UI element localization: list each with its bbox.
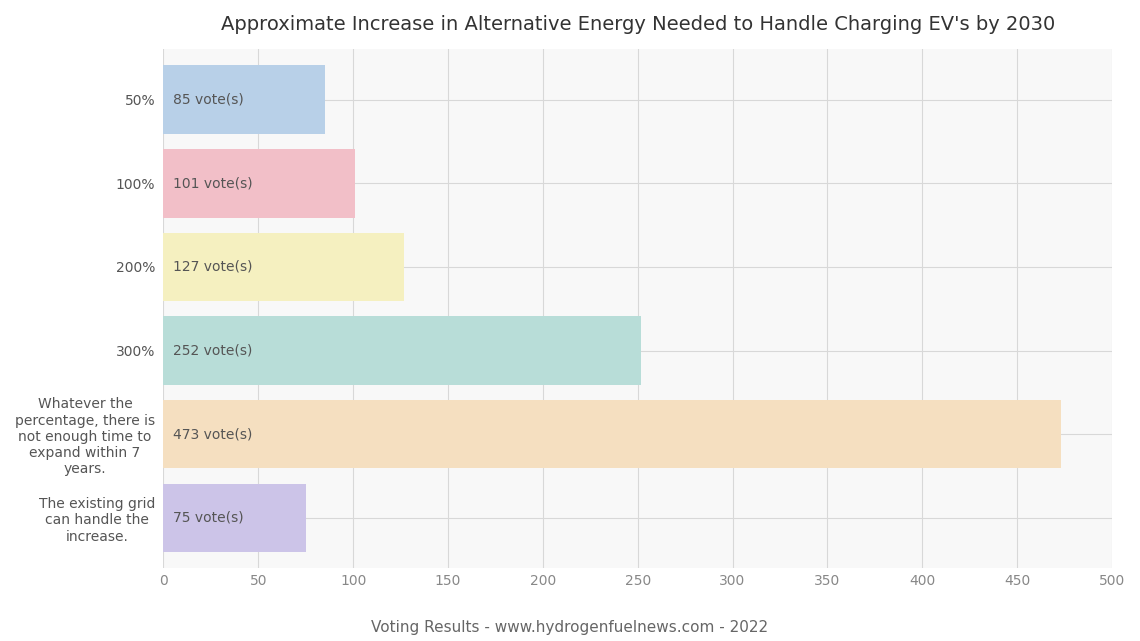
Text: 252 vote(s): 252 vote(s)	[173, 344, 252, 358]
Bar	[163, 316, 642, 385]
Bar	[163, 483, 306, 552]
Text: 85 vote(s): 85 vote(s)	[173, 93, 244, 106]
Text: Voting Results - www.hydrogenfuelnews.com - 2022: Voting Results - www.hydrogenfuelnews.co…	[372, 620, 768, 635]
Text: 473 vote(s): 473 vote(s)	[173, 427, 252, 441]
Title: Approximate Increase in Alternative Energy Needed to Handle Charging EV's by 203: Approximate Increase in Alternative Ener…	[220, 15, 1054, 34]
Bar	[163, 149, 355, 217]
Bar	[163, 65, 325, 134]
Text: 101 vote(s): 101 vote(s)	[173, 176, 253, 190]
Bar	[163, 233, 405, 301]
Text: 127 vote(s): 127 vote(s)	[173, 260, 252, 274]
Text: 75 vote(s): 75 vote(s)	[173, 511, 244, 525]
Bar	[163, 400, 1060, 469]
